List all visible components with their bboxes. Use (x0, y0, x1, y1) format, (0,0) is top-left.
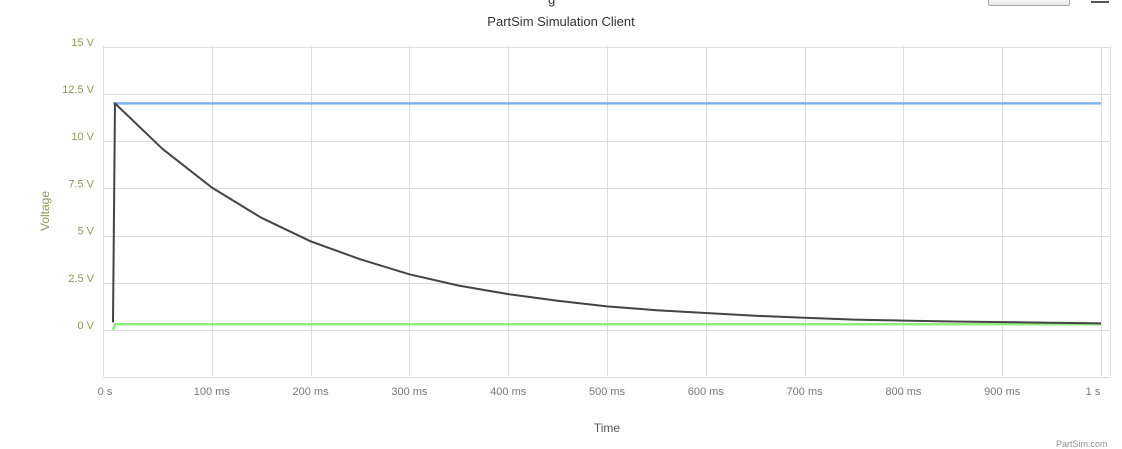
grid-lines (103, 46, 1111, 378)
series-line-3[interactable] (112, 102, 1102, 325)
menu-icon[interactable] (1091, 0, 1109, 6)
y-tick-label: 7.5 V (68, 178, 94, 190)
top-toolbar-button[interactable] (988, 0, 1070, 6)
y-tick-label: 12.5 V (62, 84, 94, 96)
credit-link[interactable]: PartSim.com (1056, 439, 1108, 449)
series-line-2[interactable] (111, 323, 1101, 331)
x-tick-label: 0 s (98, 386, 113, 398)
y-tick-label: 2.5 V (68, 273, 94, 285)
x-tick-label: 300 ms (391, 386, 428, 398)
y-axis-label: Voltage (38, 191, 52, 231)
y-tick-label: 5 V (77, 226, 94, 238)
x-tick-labels: 0 s 100 ms 200 ms 300 ms 400 ms 500 ms 600 ms 7… (98, 386, 1101, 398)
x-tick-label: 600 ms (688, 386, 725, 398)
x-tick-label: 1 s (1086, 386, 1101, 398)
y-tick-label: 15 V (71, 37, 94, 49)
series-lines (111, 102, 1102, 331)
x-tick-label: 800 ms (885, 386, 922, 398)
y-tick-label: 0 V (77, 320, 94, 332)
x-tick-label: 500 ms (589, 386, 626, 398)
x-tick-label: 200 ms (293, 386, 330, 398)
x-axis-label: Time (594, 421, 621, 435)
y-tick-label: 10 V (71, 131, 94, 143)
x-tick-label: 700 ms (787, 386, 824, 398)
clipped-header-text: g (548, 0, 555, 7)
x-tick-label: 400 ms (490, 386, 527, 398)
x-tick-label: 100 ms (194, 386, 231, 398)
y-tick-labels: 15 V 12.5 V 10 V 7.5 V 5 V 2.5 V 0 V (62, 37, 94, 332)
chart-title: PartSim Simulation Client (487, 14, 635, 29)
x-tick-label: 900 ms (984, 386, 1021, 398)
